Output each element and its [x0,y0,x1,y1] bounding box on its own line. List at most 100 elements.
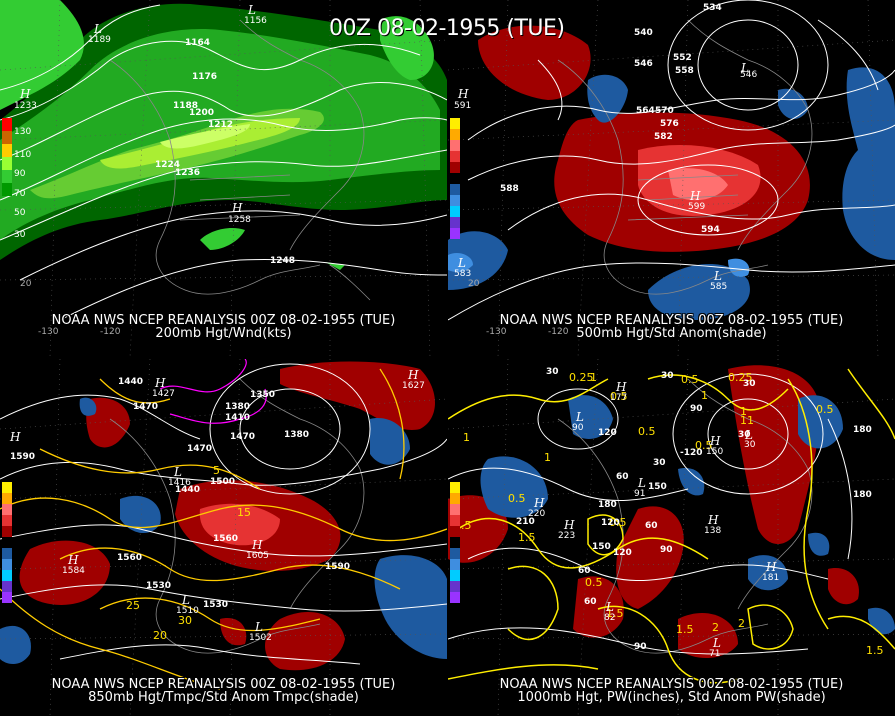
svg-text:1410: 1410 [225,413,250,423]
svg-text:1470: 1470 [187,444,212,454]
svg-text:585: 585 [710,282,727,292]
svg-text:30: 30 [653,458,666,468]
svg-text:L: L [740,61,749,75]
panel-caption-line2: 200mb Hgt/Wnd(kts) [155,326,292,341]
svg-text:1: 1 [701,389,708,402]
svg-text:60: 60 [645,521,658,531]
svg-text:-120: -120 [548,327,569,337]
svg-text:1: 1 [590,371,597,384]
map-200mb: 1164 1176 1188 1200 1212 1224 1236 1248 … [0,0,447,357]
svg-text:60: 60 [578,566,591,576]
svg-text:15: 15 [237,506,251,519]
svg-text:0.5: 0.5 [638,425,656,438]
svg-text:H: H [251,538,263,552]
svg-text:1236: 1236 [175,168,200,178]
svg-text:20: 20 [468,279,480,289]
svg-text:210: 210 [516,517,535,527]
panel-caption-line2: 1000mb Hgt, PW(inches), Std Anom PW(shad… [517,690,826,705]
svg-text:-130: -130 [38,327,59,337]
svg-text:1: 1 [544,451,551,464]
svg-text:L: L [247,3,256,17]
svg-text:91: 91 [634,489,645,499]
map-500mb: 534 540 546 552 558 564 570 576 582 588 … [448,0,895,357]
svg-text:0.5: 0.5 [508,492,526,505]
svg-text:2: 2 [712,621,719,634]
legend-1000mb [450,482,460,603]
svg-text:H: H [533,496,545,510]
panel-caption-line1: NOAA NWS NCEP REANALYSIS 00Z 08-02-1955 … [499,677,844,692]
svg-text:1200: 1200 [189,108,214,118]
svg-text:30: 30 [178,614,192,627]
svg-text:1212: 1212 [208,120,233,130]
svg-text:30: 30 [546,367,559,377]
panel-500mb: 534 540 546 552 558 564 570 576 582 588 … [448,0,895,357]
svg-text:82: 82 [604,613,615,623]
svg-text:588: 588 [500,184,519,194]
svg-text:90: 90 [660,545,673,555]
panel-1000mb: 0.25 0.25 0.5 0.5 0.5 0.5 0.5 0.5 0.5 0.… [448,359,895,716]
svg-text:546: 546 [634,59,653,69]
svg-text:H: H [615,380,627,394]
svg-text:1502: 1502 [249,633,272,643]
legend-label: 50 [14,208,26,218]
svg-text:1380: 1380 [284,430,309,440]
map-850mb: 1440 1470 1350 1380 1410 1470 1470 1440 … [0,359,447,716]
svg-text:540: 540 [634,28,653,38]
svg-text:30: 30 [661,371,674,381]
panel-850mb: 1440 1470 1350 1380 1410 1470 1470 1440 … [0,359,447,716]
legend-label: 110 [14,150,32,160]
svg-text:1590: 1590 [10,452,35,462]
svg-text:1590: 1590 [325,562,350,572]
svg-text:0.25: 0.25 [728,371,753,384]
svg-text:1233: 1233 [14,101,37,111]
map-1000mb: 0.25 0.25 0.5 0.5 0.5 0.5 0.5 0.5 0.5 0.… [448,359,895,716]
svg-text:L: L [457,256,466,270]
legend-850mb [2,482,12,603]
svg-text:71: 71 [709,649,720,659]
svg-text:0.5: 0.5 [609,516,627,529]
svg-text:60: 60 [584,597,597,607]
svg-text:H: H [765,560,777,574]
svg-text:1470: 1470 [230,432,255,442]
svg-text:1: 1 [740,405,747,418]
svg-text:1510: 1510 [176,606,199,616]
svg-text:H: H [407,368,419,382]
svg-text:L: L [93,22,102,36]
legend-label: 90 [14,169,26,179]
svg-text:558: 558 [675,66,694,76]
svg-text:H: H [9,430,21,444]
svg-text:591: 591 [454,101,471,111]
svg-text:576: 576 [660,119,679,129]
svg-text:1416: 1416 [168,478,191,488]
svg-text:-130: -130 [486,327,507,337]
svg-text:0.5: 0.5 [695,439,713,452]
panel-caption-line1: NOAA NWS NCEP REANALYSIS 00Z 08-02-1955 … [51,677,396,692]
svg-text:1350: 1350 [250,390,275,400]
svg-text:-120: -120 [100,327,121,337]
svg-text:583: 583 [454,269,471,279]
svg-text:180: 180 [598,500,617,510]
svg-text:1188: 1188 [173,101,198,111]
legend-label: 70 [14,189,26,199]
svg-text:223: 223 [558,531,575,541]
svg-text:1440: 1440 [118,377,143,387]
legend-200mb: 130 110 90 70 50 30 [2,118,31,240]
svg-text:120: 120 [601,518,620,528]
svg-text:H: H [457,87,469,101]
svg-text:L: L [254,620,263,634]
svg-text:L: L [575,410,584,424]
legend-label: 130 [14,127,32,137]
svg-text:1470: 1470 [133,402,158,412]
svg-text:25: 25 [126,599,140,612]
svg-text:120: 120 [598,428,617,438]
svg-text:0.5: 0.5 [585,576,603,589]
svg-text:60: 60 [616,472,629,482]
svg-text:-120: -120 [680,448,703,458]
svg-text:30: 30 [738,430,751,440]
svg-text:1627: 1627 [402,381,425,391]
svg-text:H: H [709,434,721,448]
svg-text:570: 570 [655,106,674,116]
svg-text:180: 180 [853,490,872,500]
svg-text:H: H [19,87,31,101]
svg-text:20: 20 [20,279,32,289]
